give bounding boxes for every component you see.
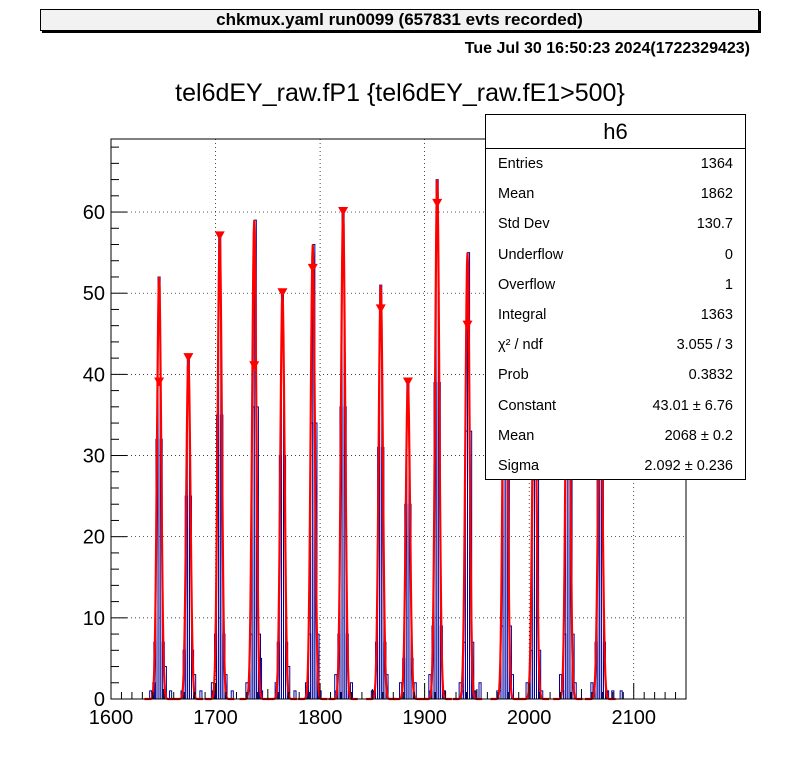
x-tick-label: 1600: [89, 707, 134, 729]
histogram-bin: [619, 690, 623, 699]
chart-title: tel6dEY_raw.fP1 {tel6dEY_raw.fE1>500}: [175, 79, 625, 107]
timestamp: Tue Jul 30 16:50:23 2024(1722329423): [464, 40, 750, 57]
stats-row: Underflow 0: [486, 240, 745, 270]
y-tick-label: 30: [83, 446, 105, 468]
axes: 1600 1700 1800 1900 2000 2100 0 10 20 30 40 50 60: [83, 146, 687, 729]
stats-value: 0: [724, 246, 733, 263]
stats-row: Sigma 2.092 ± 0.236: [486, 451, 745, 481]
stats-key: Underflow: [498, 246, 564, 263]
stats-value: 1: [724, 276, 733, 293]
peak-marker: [375, 304, 386, 314]
stats-key: Constant: [498, 397, 557, 414]
stats-value: 2068 ± 0.2: [664, 427, 733, 444]
x-tick-label: 1900: [402, 707, 447, 729]
peak-marker: [402, 377, 413, 387]
y-tick-label: 40: [83, 364, 105, 386]
stats-value: 2.092 ± 0.236: [644, 457, 733, 474]
y-tick-label: 60: [83, 202, 105, 224]
x-tick-label: 2100: [611, 707, 656, 729]
peak-marker: [432, 198, 443, 208]
stats-box: h6 Entries 1364 Mean 1862 Std Dev 130.7 Underf…: [485, 114, 746, 480]
stats-row: Mean 1862: [486, 179, 745, 209]
stats-row: Constant 43.01 ± 6.76: [486, 391, 745, 421]
fit-curve: [366, 285, 396, 701]
run-banner: chkmux.yaml run0099 (657831 evts recorde…: [40, 9, 759, 31]
stats-title: h6: [486, 115, 745, 149]
stats-row: Entries 1364: [486, 149, 745, 179]
x-tick-label: 1800: [298, 707, 343, 729]
stats-value: 130.7: [696, 216, 733, 233]
stats-key: Prob: [498, 367, 529, 384]
stats-key: Sigma: [498, 457, 540, 474]
y-tick-label: 20: [83, 527, 105, 549]
peak-marker: [249, 361, 260, 371]
fit-curve: [173, 358, 203, 701]
peak-marker: [338, 207, 349, 217]
peak-marker: [462, 320, 473, 330]
peak-marker: [183, 353, 194, 363]
y-tick-label: 50: [83, 283, 105, 305]
histogram-bin: [169, 690, 173, 699]
stats-key: χ² / ndf: [498, 337, 543, 354]
x-tick-label: 1700: [193, 707, 238, 729]
peak-marker: [307, 263, 318, 273]
stats-key: Entries: [498, 156, 544, 172]
histogram-bin: [230, 690, 234, 699]
stats-value: 3.055 / 3: [676, 337, 733, 354]
stats-key: Integral: [498, 306, 547, 323]
histogram-bin: [478, 682, 482, 699]
peak-marker: [154, 377, 165, 387]
stats-row: Prob 0.3832: [486, 360, 745, 390]
fit-curve: [422, 179, 452, 701]
stats-key: Mean: [498, 427, 535, 444]
histogram-bin: [611, 690, 615, 699]
stats-row: Integral 1363: [486, 300, 745, 330]
fit-curve: [144, 276, 174, 701]
stats-key: Std Dev: [498, 216, 550, 233]
fit-curve: [393, 382, 423, 701]
stats-row: Overflow 1: [486, 270, 745, 300]
stats-value: 1364: [700, 156, 733, 172]
y-tick-label: 0: [94, 689, 105, 711]
fit-curve: [267, 293, 298, 701]
fit-curve: [205, 236, 235, 701]
peak-marker: [277, 288, 288, 298]
stats-key: Mean: [498, 186, 535, 203]
stats-value: 1363: [700, 306, 733, 323]
y-tick-label: 10: [83, 608, 105, 630]
stats-row: Mean 2068 ± 0.2: [486, 421, 745, 451]
stats-row: Std Dev 130.7: [486, 209, 745, 239]
histogram-bin: [349, 682, 353, 699]
stats-row: χ² / ndf 3.055 / 3: [486, 330, 745, 360]
histogram-bin: [199, 690, 203, 699]
stats-key: Overflow: [498, 276, 556, 293]
peak-marker: [214, 231, 225, 241]
stats-value: 1862: [700, 186, 733, 203]
histogram-bin: [293, 690, 297, 699]
stats-rows: Entries 1364 Mean 1862 Std Dev 130.7 Underflow…: [486, 149, 745, 481]
stats-value: 0.3832: [688, 367, 733, 384]
x-tick-label: 2000: [507, 707, 552, 729]
stats-value: 43.01 ± 6.76: [652, 397, 733, 414]
